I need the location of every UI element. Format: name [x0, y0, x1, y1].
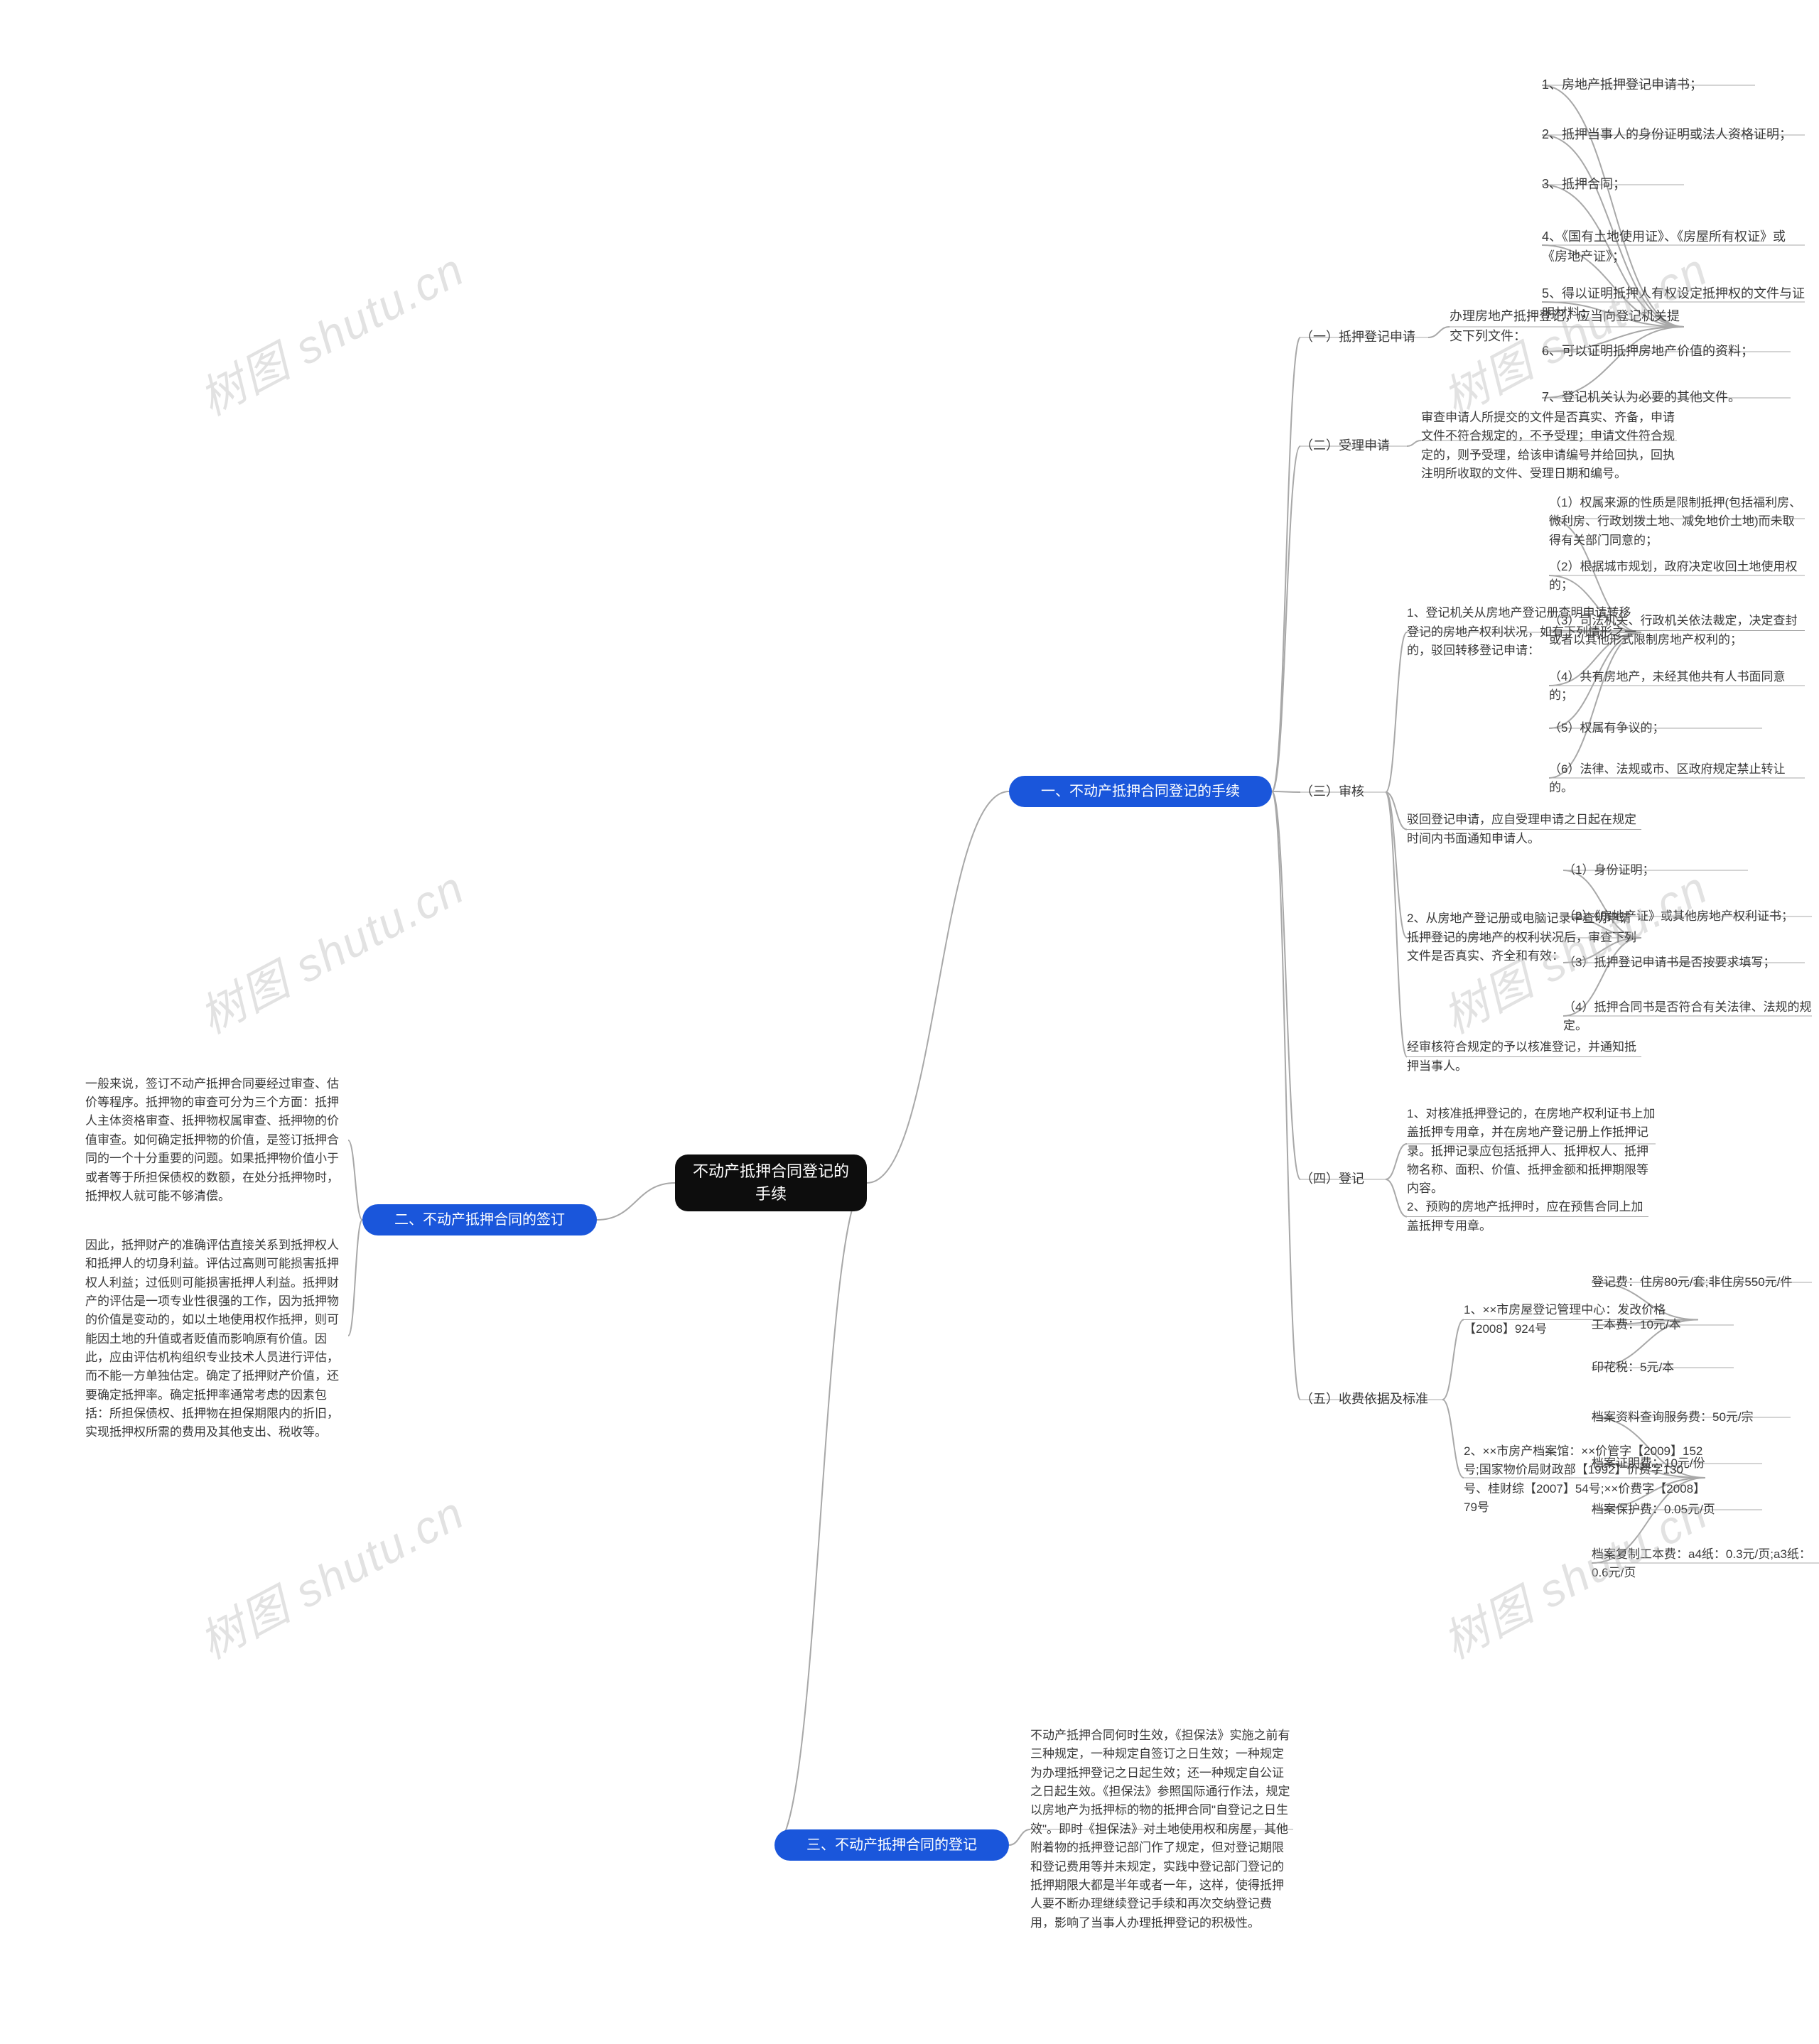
leaf-node: （二）受理申请	[1300, 436, 1407, 457]
leaf-node: 驳回登记申请，应自受理申请之日起在规定时间内书面通知申请人。	[1407, 810, 1641, 849]
leaf-node: （4）共有房地产，未经其他共有人书面同意的；	[1549, 668, 1805, 705]
leaf-node: （五）收费依据及标准	[1300, 1389, 1442, 1410]
leaf-node: 1、房地产抵押登记申请书；	[1542, 75, 1755, 96]
leaf-node: （3）抵押登记申请书是否按要求填写；	[1563, 952, 1805, 973]
leaf-node: （3）司法机关、行政机关依法裁定，决定查封或者以其他形式限制房地产权利的；	[1549, 611, 1805, 650]
leaf-node: （2）《房地产证》或其他房地产权利证书；	[1563, 906, 1812, 927]
leaf-node: 1、对核准抵押登记的，在房地产权利证书上加盖抵押专用章，并在房地产登记册上作抵押…	[1407, 1105, 1656, 1199]
leaf-node: 审查申请人所提交的文件是否真实、齐备，申请文件不符合规定的，不予受理；申请文件符…	[1421, 409, 1677, 483]
leaf-node: 4、《国有土地使用证》、《房屋所有权证》或《房地产证》；	[1542, 227, 1805, 267]
leaf-node: 登记费：住房80元/套;非住房550元/件	[1592, 1272, 1812, 1293]
leaf-node: 3、抵押合同；	[1542, 174, 1684, 195]
leaf-node: 档案证明费：10元/份	[1592, 1453, 1762, 1474]
leaf-node: 7、登记机关认为必要的其他文件。	[1542, 387, 1791, 409]
leaf-node: 印花税：5元/本	[1592, 1357, 1734, 1378]
leaf-node: 经审核符合规定的予以核准登记，并通知抵押当事人。	[1407, 1037, 1641, 1076]
root-node[interactable]: 不动产抵押合同登记的手续	[675, 1155, 867, 1211]
leaf-node: 档案复制工本费：a4纸：0.3元/页;a3纸：0.6元/页	[1592, 1545, 1819, 1583]
leaf-node: 档案保护费：0.05元/页	[1592, 1499, 1762, 1520]
leaf-node: 2、预购的房地产抵押时，应在预售合同上加盖抵押专用章。	[1407, 1197, 1648, 1236]
leaf-node: 档案资料查询服务费：50元/宗	[1592, 1407, 1791, 1428]
leaf-node: 因此，抵押财产的准确评估直接关系到抵押权人和抵押人的切身利益。评估过高则可能损害…	[85, 1236, 348, 1442]
leaf-node: （6）法律、法规或市、区政府规定禁止转让的。	[1549, 760, 1805, 798]
leaf-node: 一般来说，签订不动产抵押合同要经过审查、估价等程序。抵押物的审查可分为三个方面：…	[85, 1073, 348, 1208]
leaf-node: （三）审核	[1300, 782, 1386, 803]
leaf-node: （2）根据城市规划，政府决定收回土地使用权的；	[1549, 558, 1805, 595]
leaf-node: 6、可以证明抵押房地产价值的资料；	[1542, 341, 1791, 362]
branch-node[interactable]: 三、不动产抵押合同的登记	[774, 1829, 1009, 1861]
leaf-node: 5、得以证明抵押人有权设定抵押权的文件与证明材料；	[1542, 284, 1805, 324]
leaf-node: （4）抵押合同书是否符合有关法律、法规的规定。	[1563, 998, 1812, 1036]
leaf-node: 工本费：10元/本	[1592, 1314, 1734, 1336]
branch-node[interactable]: 二、不动产抵押合同的签订	[362, 1204, 597, 1235]
leaf-node: （5）权属有争议的；	[1549, 718, 1762, 739]
leaf-node: （四）登记	[1300, 1169, 1386, 1190]
leaf-node: （1）身份证明；	[1563, 860, 1748, 881]
leaf-node: （1）权属来源的性质是限制抵押(包括福利房、微利房、行政划拨土地、减免地价土地)…	[1549, 494, 1805, 550]
branch-node[interactable]: 一、不动产抵押合同登记的手续	[1009, 776, 1272, 807]
leaf-node: （一）抵押登记申请	[1300, 327, 1428, 348]
leaf-node: 不动产抵押合同何时生效，《担保法》实施之前有三种规定，一种规定自签订之日生效；一…	[1030, 1726, 1293, 1932]
leaf-node: 2、抵押当事人的身份证明或法人资格证明；	[1542, 124, 1805, 146]
